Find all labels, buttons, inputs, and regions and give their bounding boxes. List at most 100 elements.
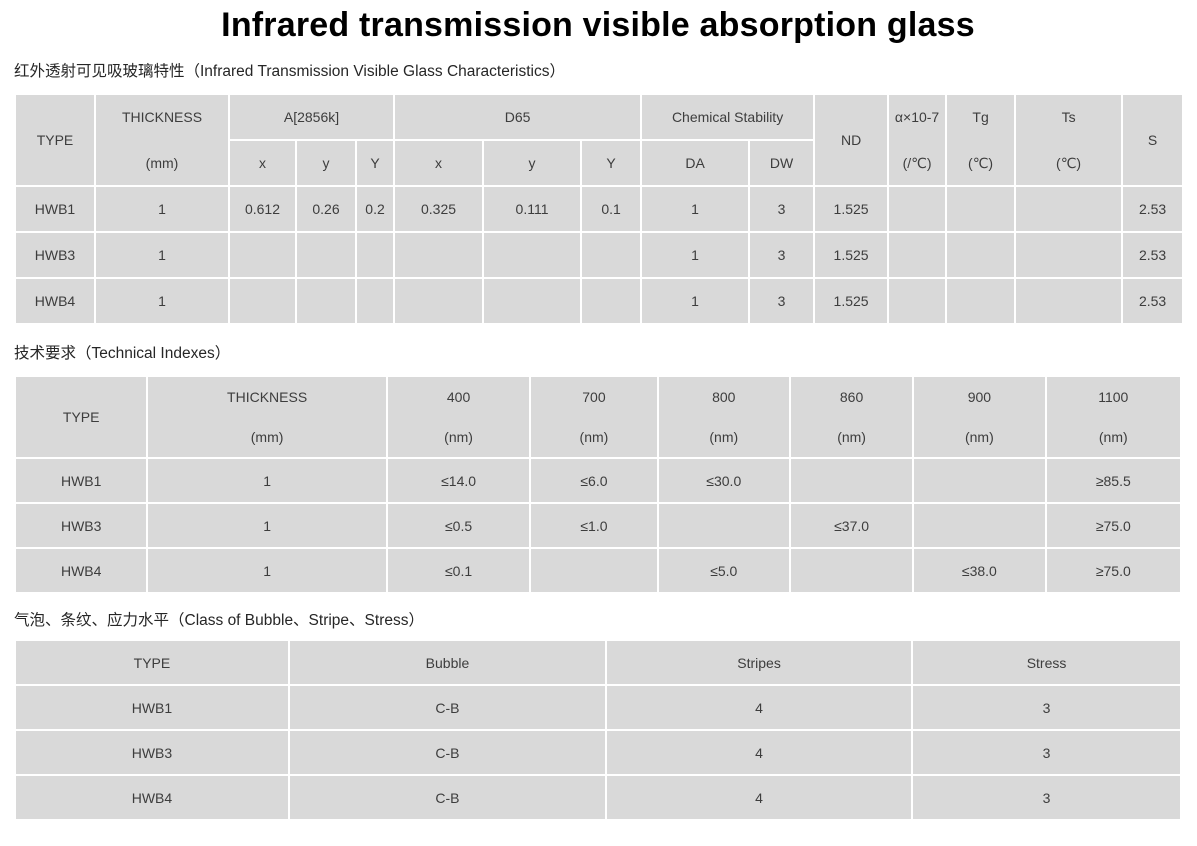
col-header-stripes: Stripes	[607, 641, 912, 684]
table-cell	[582, 279, 641, 323]
table-cell	[297, 279, 355, 323]
bubble-stripe-stress-heading: 气泡、条纹、应力水平（Class of Bubble、Stripe、Stress…	[14, 612, 424, 629]
col-header-700nm-unit: (nm)	[579, 429, 609, 445]
col-header-alpha-label: α×10-7	[894, 109, 940, 125]
table-cell: ≤1.0	[531, 504, 657, 547]
table-cell: 0.1	[582, 187, 641, 231]
table-cell: C-B	[289, 686, 606, 729]
table-cell: 1.525	[815, 187, 888, 231]
col-subheader-a-Y: Y	[357, 141, 394, 185]
col-header-type: TYPE	[16, 641, 288, 684]
col-header-thickness: THICKNESS (mm)	[148, 377, 386, 457]
col-header-800nm-unit: (nm)	[709, 429, 739, 445]
table-cell: 1	[642, 233, 749, 277]
col-subheader-dw: DW	[750, 141, 814, 185]
table-cell	[914, 459, 1045, 502]
table-cell	[889, 187, 946, 231]
table-cell: HWB1	[16, 459, 147, 502]
col-header-a2856k: A[2856k]	[230, 95, 394, 139]
table-cell: ≤0.5	[387, 504, 530, 547]
table-cell	[947, 279, 1015, 323]
table-row: HWB3 1 1 3 1.525 2.53	[16, 233, 1183, 277]
table-row: HWB3 C-B 4 3	[16, 731, 1180, 774]
col-header-1100nm-unit: (nm)	[1098, 429, 1128, 445]
table-row: HWB4 C-B 4 3	[16, 776, 1180, 819]
col-subheader-d-Y: Y	[582, 141, 641, 185]
table-cell: 1	[148, 549, 386, 592]
col-header-ts: Ts (℃)	[1016, 95, 1122, 185]
col-header-ts-unit: (℃)	[1056, 155, 1082, 171]
table-cell: 3	[750, 279, 814, 323]
characteristics-table: TYPE THICKNESS (mm) A[2856k] D65 Chemica…	[14, 93, 1184, 325]
col-header-1100nm: 1100 (nm)	[1046, 377, 1180, 457]
table-cell	[230, 233, 295, 277]
table-cell: 3	[913, 731, 1180, 774]
table-cell: HWB3	[16, 731, 288, 774]
table-cell: ≤6.0	[531, 459, 657, 502]
table-cell: 3	[913, 686, 1180, 729]
col-subheader-a-y: y	[297, 141, 355, 185]
technical-indexes-table: TYPE THICKNESS (mm) 400 (nm) 700 (nm)	[14, 375, 1182, 594]
table-cell	[1016, 279, 1122, 323]
col-subheader-a-x: x	[230, 141, 295, 185]
table-cell: ≤0.1	[387, 549, 530, 592]
table-cell: C-B	[289, 776, 606, 819]
col-header-alpha: α×10-7 (/℃)	[889, 95, 946, 185]
col-header-700nm: 700 (nm)	[531, 377, 657, 457]
table-cell: 0.325	[395, 187, 483, 231]
table-cell: ≥75.0	[1046, 549, 1180, 592]
col-header-900nm: 900 (nm)	[914, 377, 1045, 457]
table-cell: ≤37.0	[790, 504, 913, 547]
table-cell: 0.26	[297, 187, 355, 231]
table-cell: 1	[148, 459, 386, 502]
col-header-700nm-label: 700	[582, 389, 606, 405]
table-cell: HWB3	[16, 233, 94, 277]
table-cell	[297, 233, 355, 277]
col-header-ts-label: Ts	[1061, 109, 1076, 125]
table-row: HWB1 1 0.612 0.26 0.2 0.325 0.111 0.1 1 …	[16, 187, 1183, 231]
table-cell	[914, 504, 1045, 547]
table-cell: 1	[96, 187, 228, 231]
table-cell: 1	[96, 279, 228, 323]
table-header-row: TYPE THICKNESS (mm) A[2856k] D65 Chemica…	[16, 95, 1183, 185]
table-cell	[357, 279, 394, 323]
table-header-row: TYPE THICKNESS (mm) 400 (nm) 700 (nm)	[16, 377, 1180, 457]
table-cell: ≤30.0	[658, 459, 789, 502]
col-subheader-da: DA	[642, 141, 749, 185]
col-header-stress: Stress	[913, 641, 1180, 684]
table-cell: HWB1	[16, 686, 288, 729]
table-cell	[484, 233, 581, 277]
table-row: HWB1 1 ≤14.0 ≤6.0 ≤30.0 ≥85.5	[16, 459, 1180, 502]
col-header-400nm: 400 (nm)	[387, 377, 530, 457]
col-header-800nm: 800 (nm)	[658, 377, 789, 457]
table-cell: HWB4	[16, 776, 288, 819]
table-cell	[357, 233, 394, 277]
table-cell: 3	[913, 776, 1180, 819]
col-header-alpha-unit: (/℃)	[902, 155, 932, 171]
col-header-type: TYPE	[16, 95, 94, 185]
col-header-800nm-label: 800	[712, 389, 736, 405]
table-cell: 3	[750, 187, 814, 231]
table-cell: HWB4	[16, 549, 147, 592]
bubble-stripe-stress-table: TYPE Bubble Stripes Stress HWB1 C-B 4 3 …	[14, 639, 1182, 821]
table-cell: 4	[607, 686, 912, 729]
col-header-400nm-unit: (nm)	[444, 429, 473, 445]
col-subheader-d-y: y	[484, 141, 581, 185]
page-title: Infrared transmission visible absorption…	[221, 6, 975, 44]
col-header-bubble: Bubble	[289, 641, 606, 684]
col-header-thickness-unit: (mm)	[250, 429, 284, 445]
table-cell	[230, 279, 295, 323]
table-cell	[947, 187, 1015, 231]
table-cell: 1	[642, 187, 749, 231]
col-subheader-d-x: x	[395, 141, 483, 185]
table-subheader-row: x y Y x y Y DA DW	[16, 141, 1182, 185]
col-header-900nm-label: 900	[967, 389, 992, 405]
col-header-860nm-label: 860	[839, 389, 864, 405]
table-cell: 0.2	[357, 187, 394, 231]
table-row: HWB4 1 ≤0.1 ≤5.0 ≤38.0 ≥75.0	[16, 549, 1180, 592]
col-header-thickness-label: THICKNESS	[227, 389, 308, 405]
table-cell: HWB3	[16, 504, 147, 547]
table-cell	[395, 279, 483, 323]
table-cell: 1	[96, 233, 228, 277]
col-header-chemical-stability: Chemical Stability	[642, 95, 814, 139]
